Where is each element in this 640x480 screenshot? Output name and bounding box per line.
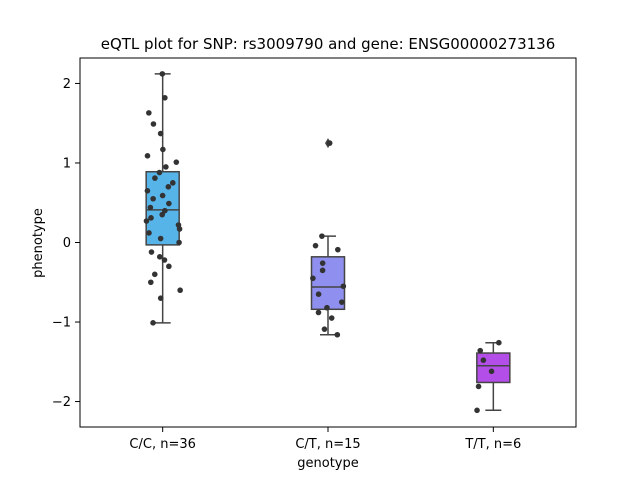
data-point	[312, 242, 319, 249]
y-tick-label: 1	[63, 156, 71, 171]
box-group	[145, 73, 511, 412]
data-point	[176, 226, 183, 232]
data-point	[339, 299, 345, 305]
data-point	[148, 249, 155, 255]
x-axis: C/C, n=36 C/T, n=15 T/T, n=6	[129, 427, 521, 452]
data-point	[157, 130, 164, 137]
data-point	[166, 200, 172, 207]
x-axis-label: genotype	[297, 456, 358, 471]
x-tick-label: C/C, n=36	[129, 437, 195, 452]
data-point	[157, 295, 164, 301]
data-point	[148, 279, 154, 286]
data-point	[324, 304, 330, 311]
data-point	[161, 257, 168, 263]
data-point	[157, 235, 164, 242]
data-point	[475, 383, 482, 390]
data-point	[488, 368, 495, 375]
data-point	[147, 204, 154, 211]
box	[310, 256, 346, 311]
data-point	[477, 347, 484, 354]
data-point	[315, 309, 322, 316]
data-point	[165, 184, 172, 190]
data-point	[159, 192, 166, 199]
data-point	[321, 326, 328, 332]
x-tick-label: T/T, n=6	[464, 437, 521, 452]
data-point	[335, 246, 341, 253]
data-point	[319, 267, 326, 274]
data-point	[156, 169, 163, 176]
chart-title: eQTL plot for SNP: rs3009790 and gene: E…	[101, 35, 556, 53]
data-point	[319, 260, 326, 266]
data-point	[162, 94, 168, 101]
y-tick-label: 0	[63, 236, 71, 251]
data-point	[496, 339, 502, 346]
data-point	[176, 239, 182, 246]
box	[476, 352, 511, 384]
data-point	[144, 153, 151, 159]
data-point	[143, 218, 150, 224]
data-point	[310, 275, 316, 282]
data-point	[340, 283, 347, 290]
data-point	[315, 291, 322, 297]
data-point	[163, 164, 169, 170]
y-tick-label: 2	[63, 77, 71, 92]
data-point	[166, 263, 172, 270]
x-tick-label: C/T, n=15	[295, 437, 360, 452]
data-point	[319, 233, 325, 239]
data-point	[173, 159, 180, 165]
y-tick-label: −2	[52, 395, 71, 410]
data-point	[150, 320, 156, 326]
data-point	[328, 315, 335, 321]
data-point	[177, 287, 183, 294]
data-point	[162, 207, 168, 214]
data-point	[152, 175, 158, 181]
data-point	[150, 121, 157, 127]
data-point	[144, 188, 151, 194]
data-point	[160, 146, 166, 153]
data-point	[156, 254, 163, 260]
data-point	[150, 195, 156, 202]
data-point	[480, 357, 487, 363]
points-group	[143, 71, 502, 414]
data-point	[146, 110, 152, 116]
data-point	[159, 211, 166, 218]
data-point	[159, 71, 166, 77]
y-tick-label: −1	[52, 316, 71, 331]
y-axis: −2 −1 0 1 2	[52, 77, 80, 410]
data-point	[146, 230, 152, 236]
data-point	[474, 407, 480, 414]
data-point	[169, 180, 176, 186]
data-point	[326, 140, 333, 146]
y-axis-label: phenotype	[31, 208, 46, 278]
data-point	[334, 331, 341, 338]
data-point	[148, 215, 154, 221]
data-point	[151, 271, 158, 278]
